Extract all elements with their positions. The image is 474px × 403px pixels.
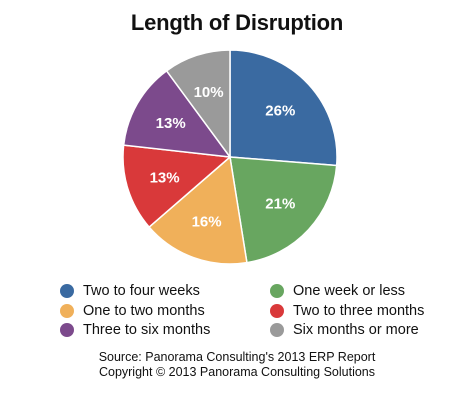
legend-swatch [60, 303, 74, 318]
legend-label: One week or less [293, 283, 406, 299]
pie-slice [229, 49, 338, 167]
legend-label: Three to six months [83, 322, 211, 338]
slice-value-label: 26% [265, 103, 295, 120]
legend-label: Two to four weeks [83, 283, 200, 299]
legend-swatch [270, 323, 284, 337]
legend-item: One to two months [60, 302, 205, 320]
slice-value-label: 21% [265, 196, 295, 213]
legend-item: Six months or more [270, 321, 419, 339]
pie-slice [229, 156, 338, 264]
legend-swatch [270, 303, 284, 318]
legend-item: One week or less [270, 282, 405, 300]
source-line: Source: Panorama Consulting's 2013 ERP R… [98, 350, 376, 364]
pie-slice [165, 49, 231, 160]
pie-slice [122, 69, 232, 158]
slice-value-label: 13% [150, 169, 180, 186]
source-note: Source: Panorama Consulting's 2013 ERP R… [0, 350, 474, 380]
copyright-line: Copyright © 2013 Panorama Consulting Sol… [98, 365, 376, 379]
chart-title: Length of Disruption [130, 10, 344, 35]
legend-item: Two to three months [270, 302, 424, 320]
pie-slice [122, 144, 232, 229]
legend-item: Three to six months [60, 321, 210, 339]
slice-value-label: 16% [192, 213, 222, 230]
legend-label: One to two months [83, 302, 205, 319]
legend-label: Two to three months [293, 302, 425, 319]
slice-value-label: 13% [156, 115, 186, 132]
legend-swatch [60, 284, 74, 298]
pie-chart: 26% 21% 16% 13% 13% 10% [122, 49, 338, 265]
slice-value-label: 10% [194, 84, 224, 101]
pie-slice [148, 155, 248, 265]
legend-item: Two to four weeks [60, 282, 200, 300]
legend-label: Six months or more [293, 322, 419, 338]
legend-swatch [60, 323, 74, 337]
legend-swatch [270, 284, 284, 298]
